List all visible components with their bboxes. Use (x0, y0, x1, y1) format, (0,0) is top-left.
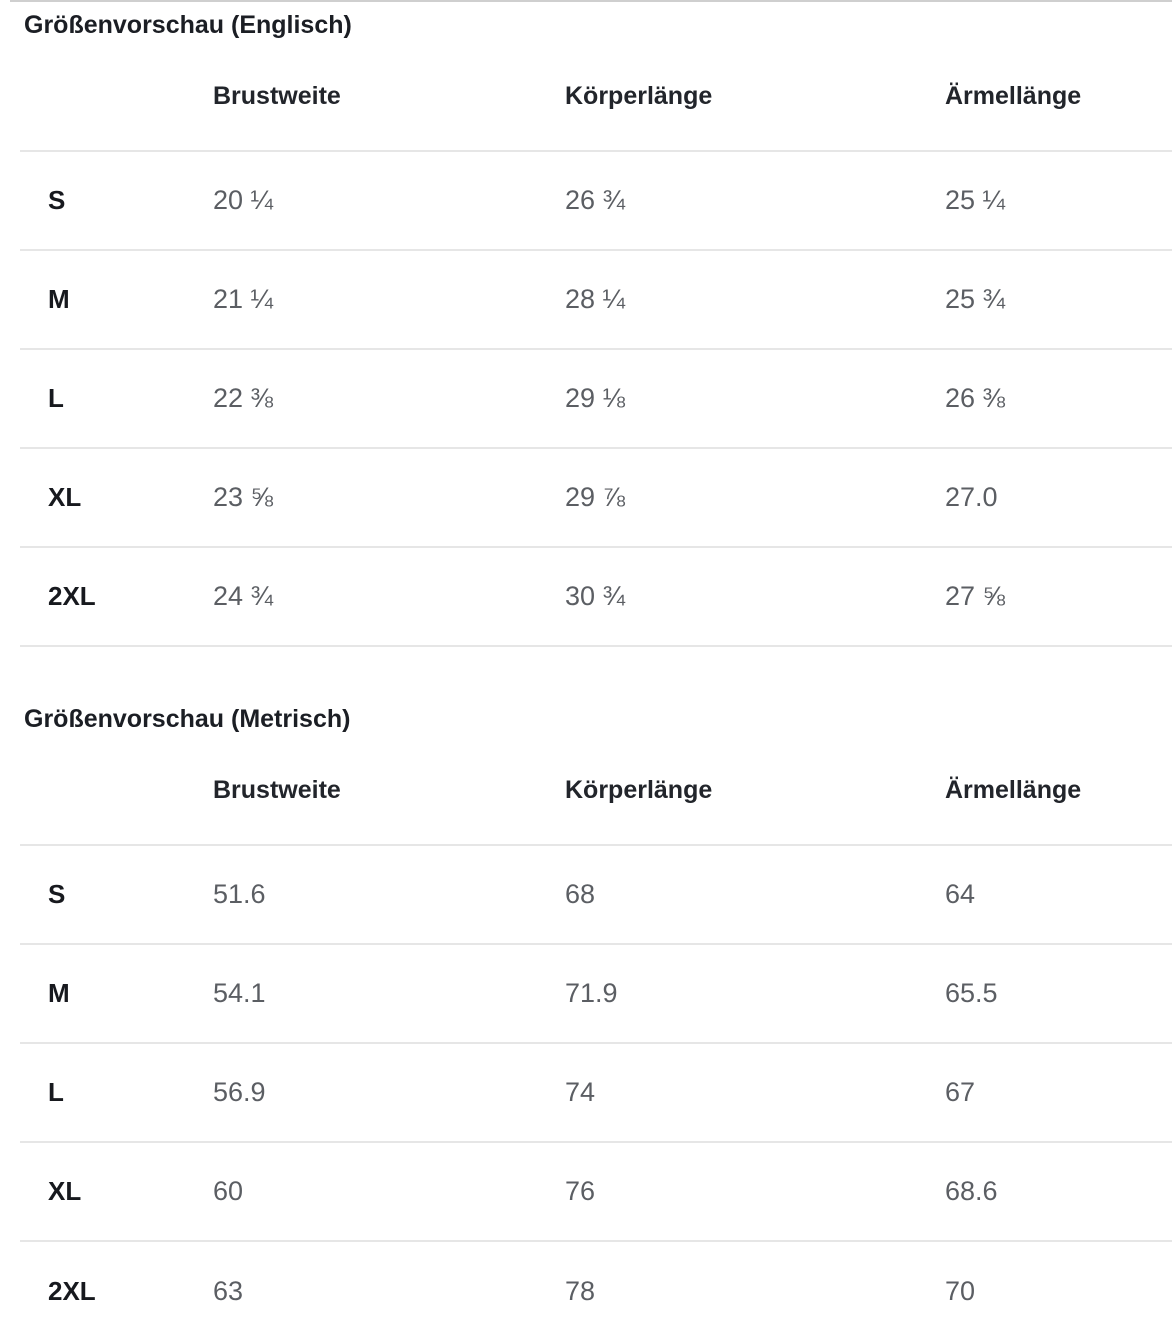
cell-brustweite: 23 ⅝ (213, 482, 274, 512)
cell-aermellaenge: 26 ⅜ (945, 383, 1006, 413)
cell-koerperlaenge: 29 ⅛ (565, 383, 626, 413)
cell-aermellaenge: 27.0 (945, 482, 998, 512)
cell-brustweite: 63 (213, 1276, 244, 1306)
size-label: S (48, 879, 66, 909)
cell-brustweite: 24 ¾ (213, 581, 274, 611)
cell-brustweite: 22 ⅜ (213, 383, 274, 413)
cell-aermellaenge: 25 ¾ (945, 284, 1006, 314)
cell-koerperlaenge: 26 ¾ (565, 185, 626, 215)
table-row-xl: XL 23 ⅝ 29 ⅞ 27.0 (20, 449, 1172, 548)
column-header-brustweite: Brustweite (213, 775, 341, 804)
size-label: M (48, 978, 70, 1008)
table-row-xl: XL 60 76 68.6 (20, 1143, 1172, 1242)
table-row-2xl: 2XL 63 78 70 (20, 1242, 1172, 1324)
cell-brustweite: 54.1 (213, 978, 266, 1008)
cell-koerperlaenge: 78 (565, 1276, 596, 1306)
cell-aermellaenge: 65.5 (945, 978, 998, 1008)
size-label: 2XL (48, 581, 96, 611)
cell-brustweite: 20 ¼ (213, 185, 274, 215)
cell-aermellaenge: 64 (945, 879, 976, 909)
cell-aermellaenge: 27 ⅝ (945, 581, 1006, 611)
cell-koerperlaenge: 29 ⅞ (565, 482, 626, 512)
column-header-aermellaenge: Ärmellänge (945, 775, 1082, 804)
cell-brustweite: 51.6 (213, 879, 266, 909)
table-title-english: Größenvorschau (Englisch) (24, 11, 352, 39)
column-header-koerperlaenge: Körperlänge (565, 775, 713, 804)
cell-koerperlaenge: 28 ¼ (565, 284, 626, 314)
cell-brustweite: 56.9 (213, 1077, 266, 1107)
size-label: XL (48, 1176, 82, 1206)
column-header-aermellaenge: Ärmellänge (945, 81, 1082, 110)
cell-koerperlaenge: 76 (565, 1176, 596, 1206)
size-label: L (48, 383, 64, 413)
cell-koerperlaenge: 71.9 (565, 978, 618, 1008)
table-row-2xl: 2XL 24 ¾ 30 ¾ 27 ⅝ (20, 548, 1172, 647)
table-header-row: Brustweite Körperlänge Ärmellänge (20, 42, 1172, 152)
cell-aermellaenge: 25 ¼ (945, 185, 1006, 215)
table-row-s: S 20 ¼ 26 ¾ 25 ¼ (20, 152, 1172, 251)
table-header-row: Brustweite Körperlänge Ärmellänge (20, 736, 1172, 846)
size-label: XL (48, 482, 82, 512)
cell-brustweite: 21 ¼ (213, 284, 274, 314)
table-row-s: S 51.6 68 64 (20, 846, 1172, 945)
column-header-brustweite: Brustweite (213, 81, 341, 110)
cell-koerperlaenge: 30 ¾ (565, 581, 626, 611)
size-table-english: Größenvorschau (Englisch) Brustweite Kör… (0, 0, 1172, 647)
size-label: M (48, 284, 70, 314)
column-header-koerperlaenge: Körperlänge (565, 81, 713, 110)
table-row-l: L 22 ⅜ 29 ⅛ 26 ⅜ (20, 350, 1172, 449)
cell-aermellaenge: 67 (945, 1077, 976, 1107)
table-row-m: M 21 ¼ 28 ¼ 25 ¾ (20, 251, 1172, 350)
cell-brustweite: 60 (213, 1176, 244, 1206)
cell-koerperlaenge: 68 (565, 879, 596, 909)
table-row-m: M 54.1 71.9 65.5 (20, 945, 1172, 1044)
cell-aermellaenge: 68.6 (945, 1176, 998, 1206)
top-divider (10, 0, 1172, 2)
cell-aermellaenge: 70 (945, 1276, 976, 1306)
size-label: S (48, 185, 66, 215)
size-label: 2XL (48, 1276, 96, 1306)
table-row-l: L 56.9 74 67 (20, 1044, 1172, 1143)
cell-koerperlaenge: 74 (565, 1077, 596, 1107)
table-title-metric: Größenvorschau (Metrisch) (24, 705, 351, 733)
size-table-metric: Größenvorschau (Metrisch) Brustweite Kör… (0, 702, 1172, 1324)
size-label: L (48, 1077, 64, 1107)
